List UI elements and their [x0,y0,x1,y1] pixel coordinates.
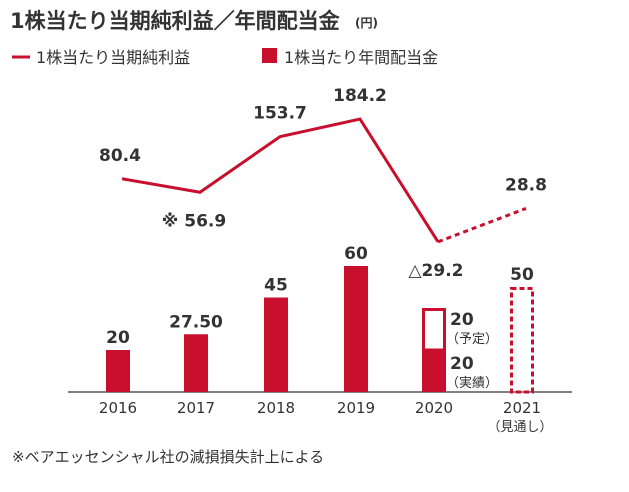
eps-value-label: 184.2 [333,86,387,106]
dividend-bar-planned [422,308,446,352]
dividend-bar [106,350,130,392]
eps-value-label: ※ 56.9 [162,211,226,231]
actual-value-label: 20 [450,354,474,374]
legend-bar-swatch [262,48,277,63]
legend-bar-label: 1株当たり年間配当金 [284,48,438,67]
x-tick-sublabel: （見通し） [487,420,552,435]
dividend-bar [344,266,368,392]
dividend-value-label: 20 [106,328,130,348]
footnote: ※ベアエッセンシャル社の減損損失計上による [12,448,324,466]
x-tick-label: 2018 [257,399,295,417]
eps-value-label: 80.4 [99,146,141,166]
x-tick-label: 2016 [99,399,137,417]
x-tick-label: 2019 [337,399,375,417]
eps-line-forecast [437,207,527,244]
dividend-value-label: 45 [264,276,288,296]
dividend-bar-forecast [510,287,534,394]
chart-unit: (円) [355,16,378,30]
eps-value-label: △29.2 [408,261,463,281]
dividend-bar [264,297,288,392]
x-tick-label: 2020 [415,399,453,417]
eps-value-label: 153.7 [253,104,307,124]
x-tick-label: 2017 [177,399,215,417]
legend-line-label: 1株当たり当期純利益 [36,48,190,67]
dividend-bar-actual [422,350,446,392]
planned-note: （予定） [446,332,498,347]
chart-title: 1株当たり当期純利益／年間配当金 [10,9,341,33]
dividend-bar [184,334,208,392]
dividend-value-label: 27.50 [169,312,223,332]
dividend-value-label: 50 [510,265,534,285]
actual-note: （実績） [446,375,498,391]
dividend-value-label: 60 [344,244,368,264]
planned-value-label: 20 [450,310,474,330]
x-tick-label: 2021 [503,399,541,417]
eps-value-label: 28.8 [505,175,547,195]
eps-line-actual [121,117,440,243]
